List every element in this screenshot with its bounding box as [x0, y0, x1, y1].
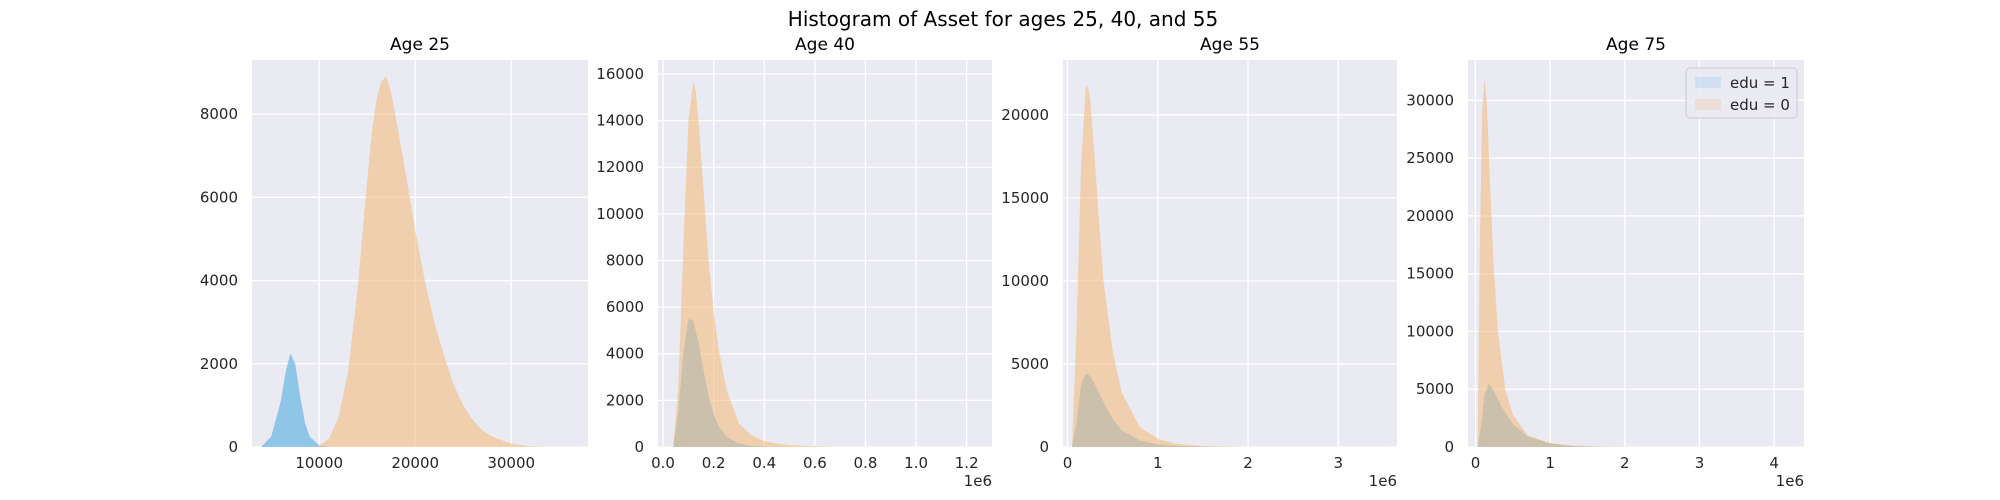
x-tick-label: 20000 [391, 454, 439, 472]
x-tick-label: 4 [1769, 454, 1779, 472]
x-tick-label: 0.8 [854, 454, 878, 472]
y-tick-label: 25000 [1406, 149, 1454, 167]
legend: edu = 1 edu = 0 [1685, 67, 1798, 119]
panel-title: Age 75 [1606, 35, 1666, 55]
y-tick-label: 20000 [1001, 106, 1049, 124]
x-offset-label: 1e6 [1369, 472, 1397, 490]
y-tick-label: 15000 [1001, 189, 1049, 207]
series-area-edu0 [1072, 84, 1249, 448]
y-tick-label: 16000 [596, 65, 644, 83]
legend-swatch [1695, 77, 1721, 88]
series-area-edu0 [309, 76, 550, 447]
x-tick-label: 0.4 [752, 454, 776, 472]
y-tick-label: 4000 [606, 345, 644, 363]
x-offset-label: 1e6 [964, 472, 992, 490]
series-area-edu0 [673, 81, 841, 447]
x-tick-label: 1.2 [955, 454, 979, 472]
y-tick-label: 5000 [1416, 380, 1454, 398]
x-tick-label: 0.6 [803, 454, 827, 472]
y-tick-label: 0 [228, 438, 238, 456]
y-tick-label: 8000 [200, 105, 238, 123]
y-tick-label: 2000 [606, 391, 644, 409]
x-tick-label: 10000 [295, 454, 343, 472]
panel-title: Age 55 [1200, 35, 1260, 55]
x-tick-label: 0.2 [702, 454, 726, 472]
y-tick-label: 0 [1444, 438, 1454, 456]
panel-4: 0 5000 10000 15000 20000 25000 30000 0 1 2 3 4 Age 7… [1406, 35, 1804, 490]
y-tick-label: 10000 [1406, 322, 1454, 340]
panel-3: 0 5000 10000 15000 20000 0 1 2 3 Age 55 1e6 [1001, 35, 1397, 490]
x-tick-label: 2 [1243, 454, 1253, 472]
y-tick-label: 15000 [1406, 265, 1454, 283]
y-tick-label: 12000 [596, 158, 644, 176]
panel-1: 0 2000 4000 6000 8000 10000 20000 30000 Age 25 [200, 35, 588, 472]
x-tick-label: 3 [1334, 454, 1344, 472]
x-tick-label: 30000 [487, 454, 535, 472]
x-tick-label: 3 [1695, 454, 1705, 472]
y-tick-label: 14000 [596, 112, 644, 130]
y-tick-label: 0 [1039, 438, 1049, 456]
legend-label: edu = 1 [1730, 74, 1790, 92]
y-tick-label: 6000 [200, 188, 238, 206]
y-tick-label: 20000 [1406, 207, 1454, 225]
figure-title: Histogram of Asset for ages 25, 40, and … [788, 7, 1218, 31]
y-tick-label: 4000 [200, 272, 238, 290]
legend-box [1685, 67, 1798, 119]
y-tick-label: 10000 [596, 205, 644, 223]
y-tick-label: 5000 [1011, 355, 1049, 373]
y-tick-label: 8000 [606, 251, 644, 269]
y-tick-label: 10000 [1001, 272, 1049, 290]
y-tick-label: 30000 [1406, 91, 1454, 109]
y-tick-label: 6000 [606, 298, 644, 316]
x-tick-label: 1 [1153, 454, 1163, 472]
legend-label: edu = 0 [1730, 96, 1790, 114]
x-tick-label: 1.0 [904, 454, 928, 472]
plot-area [1468, 60, 1804, 447]
panel-title: Age 25 [390, 35, 450, 55]
panel-title: Age 40 [795, 35, 855, 55]
x-tick-label: 0.0 [651, 454, 675, 472]
series-area-edu0 [1477, 79, 1640, 447]
y-tick-label: 2000 [200, 355, 238, 373]
x-tick-label: 0 [1063, 454, 1073, 472]
x-tick-label: 0 [1471, 454, 1481, 472]
y-tick-label: 0 [634, 438, 644, 456]
x-tick-label: 2 [1620, 454, 1630, 472]
panel-2: 0 2000 4000 6000 8000 10000 12000 14000 16000 0.0… [596, 35, 992, 490]
x-tick-label: 1 [1545, 454, 1555, 472]
series-area-edu1 [261, 353, 329, 447]
x-offset-label: 1e6 [1776, 472, 1804, 490]
legend-swatch [1695, 99, 1721, 110]
